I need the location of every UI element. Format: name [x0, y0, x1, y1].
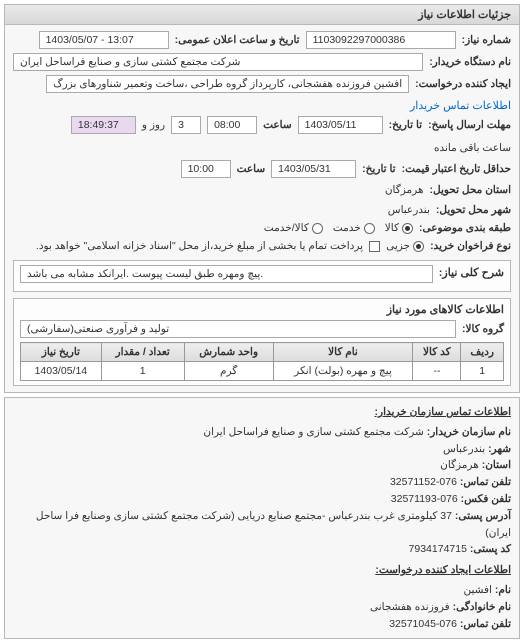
radio-khadamat-circle [364, 223, 375, 234]
valid-time-label: ساعت [237, 163, 266, 175]
goods-group-label: گروه کالا: [462, 323, 504, 335]
announce-value: 1403/05/07 - 13:07 [39, 31, 169, 49]
radio-both[interactable]: کالا/خدمت [264, 222, 323, 234]
contact-link[interactable]: اطلاعات تماس خریدار [410, 99, 511, 112]
col-date: تاریخ نیاز [21, 343, 102, 362]
cell-date: 1403/05/14 [21, 362, 102, 381]
radio-kala-label: کالا [385, 222, 399, 234]
need-no-label: شماره نیاز: [462, 34, 511, 46]
c-province: هرمزگان [440, 459, 479, 471]
contact-block: اطلاعات تماس سازمان خریدار: نام سازمان خ… [4, 397, 520, 639]
goods-table: ردیف کد کالا نام کالا واحد شمارش تعداد /… [20, 342, 504, 381]
cell-qty: 1 [101, 362, 184, 381]
valid-time: 10:00 [181, 160, 231, 178]
c-req-phone-label: تلفن تماس: [460, 618, 511, 630]
radio-khadamat[interactable]: خدمت [333, 222, 375, 234]
remain-time: 18:49:37 [71, 116, 136, 134]
c-org: شرکت مجتمع کشتی سازی و صنایع فراساحل ایر… [203, 426, 423, 438]
goods-header-row: ردیف کد کالا نام کالا واحد شمارش تعداد /… [21, 343, 504, 362]
valid-to-label: تا تاریخ: [362, 163, 395, 175]
need-details-panel: جزئیات اطلاعات نیاز شماره نیاز: 11030922… [4, 4, 520, 393]
category-label: طبقه بندی موضوعی: [419, 222, 511, 234]
cell-row: 1 [461, 362, 504, 381]
c-city-label: شهر: [488, 443, 511, 455]
panel-title: جزئیات اطلاعات نیاز [5, 5, 519, 25]
c-addr-label: آدرس پستی: [455, 510, 511, 522]
c-org-label: نام سازمان خریدار: [427, 426, 511, 438]
desc-title: شرح کلی نیاز: [439, 266, 504, 279]
announce-label: تاریخ و ساعت اعلان عمومی: [175, 34, 300, 46]
org-label: نام دستگاه خریدار: [429, 56, 511, 68]
deadline-time-label: ساعت [263, 119, 292, 131]
c-fax-label: تلفن فکس: [461, 493, 511, 505]
col-qty: تعداد / مقدار [101, 343, 184, 362]
grade-radio-group: جزیی [386, 240, 424, 252]
c-req-title: اطلاعات ایجاد کننده درخواست: [13, 562, 511, 579]
col-code: کد کالا [413, 343, 461, 362]
c-phone: 076-32571152 [390, 476, 457, 488]
c-city: بندرعباس [443, 443, 485, 455]
org-value: شرکت مجتمع کشتی سازی و صنایع فراساحل ایر… [13, 53, 423, 71]
c-post: 7934174715 [409, 543, 467, 555]
c-addr: 37 کیلومتری غرب بندرعباس -مجتمع صنایع در… [36, 510, 511, 539]
goods-group-value: تولید و فرآوری صنعتی(سفارشی) [20, 320, 456, 338]
radio-jozi-label: جزیی [386, 240, 410, 252]
remain-day-label: روز و [142, 117, 165, 133]
cell-name: پیچ و مهره (بولت) انکر [273, 362, 413, 381]
col-row: ردیف [461, 343, 504, 362]
cell-code: -- [413, 362, 461, 381]
need-no-value: 1103092297000386 [306, 31, 456, 49]
province-value: هرمزگان [385, 182, 424, 198]
c-post-label: کد پستی: [470, 543, 511, 555]
creator-label: ایجاد کننده درخواست: [415, 78, 511, 90]
col-unit: واحد شمارش [184, 343, 273, 362]
payment-note: پرداخت تمام یا بخشی از مبلغ خرید،از محل … [36, 238, 363, 254]
deadline-time: 08:00 [207, 116, 257, 134]
category-radio-group: کالا خدمت کالا/خدمت [264, 222, 413, 234]
province-label: استان محل تحویل: [430, 184, 511, 196]
radio-kala[interactable]: کالا [385, 222, 413, 234]
c-name-label: نام: [495, 584, 511, 596]
c-name: افشین [463, 584, 491, 596]
goods-title: اطلاعات کالاهای مورد نیاز [20, 303, 504, 316]
grade-label: نوع فراخوان خرید: [430, 240, 511, 252]
contact-title: اطلاعات تماس سازمان خریدار: [13, 404, 511, 421]
radio-jozi-circle [413, 241, 424, 252]
radio-both-circle [312, 223, 323, 234]
desc-text: پیچ ومهره طبق لیست پیوست .ایرانکد مشابه … [20, 265, 433, 283]
desc-box: شرح کلی نیاز: پیچ ومهره طبق لیست پیوست .… [13, 260, 511, 292]
col-name: نام کالا [273, 343, 413, 362]
radio-both-label: کالا/خدمت [264, 222, 309, 234]
c-fax: 076-32571193 [391, 493, 458, 505]
deadline-label: مهلت ارسال پاسخ: [428, 119, 511, 131]
panel-body: شماره نیاز: 1103092297000386 تاریخ و ساع… [5, 25, 519, 392]
c-family-label: نام خانوادگی: [453, 601, 511, 613]
valid-label: حداقل تاریخ اعتبار قیمت: [402, 163, 511, 175]
c-phone-label: تلفن تماس: [460, 476, 511, 488]
goods-box: اطلاعات کالاهای مورد نیاز گروه کالا: تول… [13, 298, 511, 386]
table-row: 1 -- پیچ و مهره (بولت) انکر گرم 1 1403/0… [21, 362, 504, 381]
city-label: شهر محل تحویل: [436, 204, 511, 216]
deadline-date: 1403/05/11 [298, 116, 383, 134]
creator-value: افشین فروزنده هفشجانی، کارپرداز گروه طرا… [46, 75, 409, 93]
radio-khadamat-label: خدمت [333, 222, 361, 234]
remain-day: 3 [171, 116, 201, 134]
remain-suffix: ساعت باقی مانده [434, 140, 511, 156]
radio-jozi[interactable]: جزیی [386, 240, 424, 252]
c-req-phone: 076-32571045 [389, 618, 457, 630]
c-province-label: استان: [482, 459, 511, 471]
c-family: فروزنده هفشجانی [370, 601, 450, 613]
cell-unit: گرم [184, 362, 273, 381]
deadline-to-label: تا تاریخ: [389, 119, 422, 131]
valid-date: 1403/05/31 [271, 160, 356, 178]
payment-checkbox[interactable] [369, 241, 380, 252]
radio-kala-circle [402, 223, 413, 234]
city-value: بندرعباس [388, 202, 430, 218]
